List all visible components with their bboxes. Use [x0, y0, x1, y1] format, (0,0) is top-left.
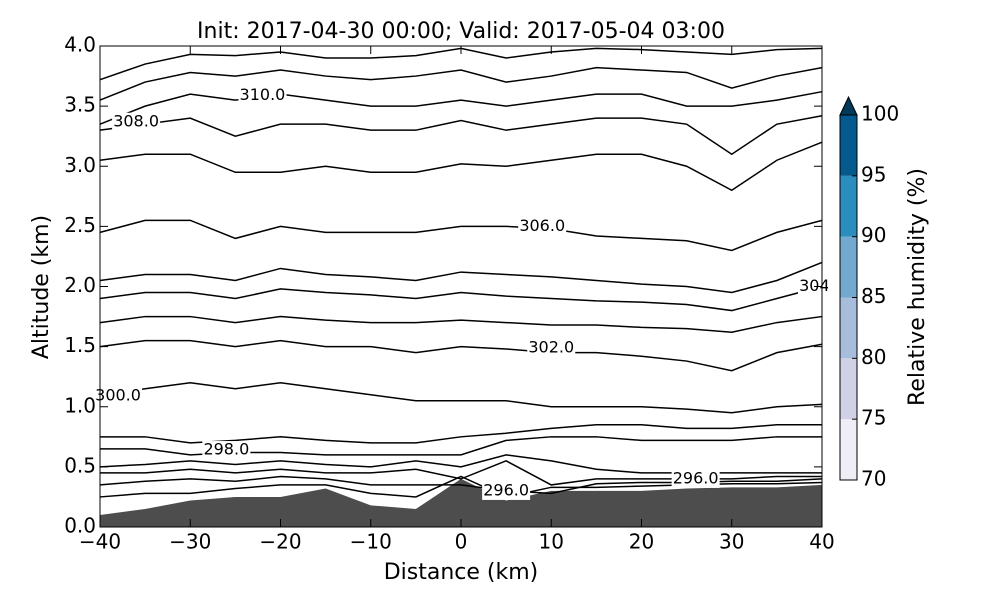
- contour-line: [99, 381, 823, 414]
- x-tick-label: −10: [350, 530, 392, 554]
- colorbar-segment: [840, 358, 857, 420]
- contour-label-bg: [518, 217, 567, 236]
- contour-label-bg: [671, 469, 720, 488]
- contour-label: 302.0: [528, 337, 574, 356]
- chart-title: Init: 2017-04-30 00:00; Valid: 2017-05-0…: [197, 19, 725, 44]
- contour-label: 308.0: [113, 111, 159, 130]
- terrain: [100, 478, 822, 527]
- x-tick-label: −30: [169, 530, 211, 554]
- contour-label: 296.0: [483, 480, 529, 499]
- contour-label-bg: [202, 441, 251, 460]
- contour-line: [99, 261, 823, 294]
- contour-label-bg: [482, 481, 531, 500]
- colorbar-tick-label: 90: [861, 223, 886, 247]
- contour-label: 298.0: [203, 440, 249, 459]
- y-axis-label: Altitude (km): [29, 215, 54, 359]
- x-axis-label: Distance (km): [384, 560, 539, 585]
- contour-label-bg: [112, 112, 161, 131]
- contour-label: 306.0: [519, 216, 565, 235]
- x-tick-label: 10: [539, 530, 564, 554]
- contour-line: [99, 315, 823, 333]
- colorbar-segment: [840, 419, 857, 480]
- x-tick-label: 40: [809, 530, 834, 554]
- contour-label-bg: [527, 338, 576, 357]
- x-tick-label: −40: [79, 530, 121, 554]
- contour-label-bg: [798, 277, 828, 296]
- x-tick-label: 20: [629, 530, 654, 554]
- contour-label-bg: [238, 86, 287, 105]
- x-tick-label: 30: [719, 530, 744, 554]
- colorbar-segment: [840, 297, 857, 359]
- contour-label: 304.0: [799, 276, 845, 295]
- contour-line: [99, 285, 823, 312]
- colorbar-extend: [839, 95, 858, 116]
- contour-line: [99, 90, 823, 125]
- colorbar-segment: [840, 175, 857, 237]
- contour-label: 300.0: [95, 385, 141, 404]
- y-tick-label: 2.0: [64, 273, 96, 297]
- y-tick-label: 2.5: [64, 213, 96, 237]
- contour-line: [99, 66, 823, 101]
- y-tick-label: 1.0: [64, 393, 96, 417]
- y-tick-label: 3.0: [64, 153, 96, 177]
- contour-line: [99, 219, 823, 252]
- y-tick-label: 0.0: [64, 514, 96, 538]
- contour-label-bg: [94, 386, 143, 405]
- y-tick-label: 3.5: [64, 93, 96, 117]
- y-tick-label: 1.5: [64, 333, 96, 357]
- colorbar-tick-label: 70: [861, 467, 886, 491]
- y-tick-label: 0.5: [64, 453, 96, 477]
- contour-line: [99, 141, 823, 192]
- x-tick-label: −20: [259, 530, 301, 554]
- colorbar-tick-label: 100: [861, 102, 899, 126]
- colorbar-tick-label: 75: [861, 406, 886, 430]
- colorbar-tick-label: 95: [861, 162, 886, 186]
- contour-line: [99, 339, 823, 372]
- colorbar-tick-label: 85: [861, 284, 886, 308]
- colorbar-label: Relative humidity (%): [905, 168, 930, 406]
- contour-label: 310.0: [240, 85, 286, 104]
- colorbar-segment: [840, 115, 857, 176]
- colorbar-segment: [840, 236, 857, 298]
- plot-area: 310.0 308.0 306.0 304.0 302.0 300.0 298.0 296.0…: [94, 47, 845, 527]
- contour-label: 296.0: [673, 468, 719, 487]
- x-tick-label: 0: [455, 530, 468, 554]
- colorbar-tick-label: 80: [861, 345, 886, 369]
- contour-line: [99, 115, 823, 156]
- y-tick-label: 4.0: [64, 33, 96, 57]
